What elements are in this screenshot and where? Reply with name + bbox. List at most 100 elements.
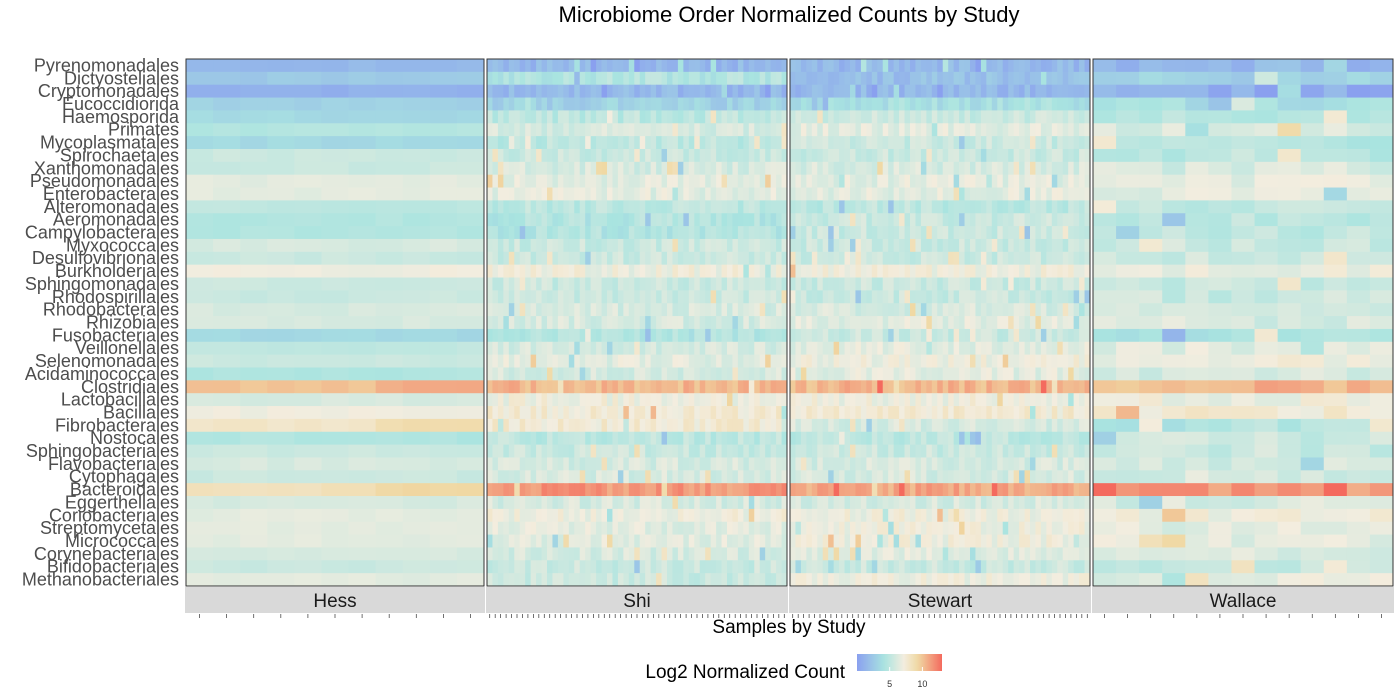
heatmap-cell [601, 508, 608, 523]
heatmap-cell [688, 264, 695, 278]
heatmap-cell [617, 393, 624, 407]
heatmap-cell [596, 213, 602, 227]
heatmap-cell [986, 380, 993, 394]
heatmap-cell [953, 470, 960, 484]
heatmap-cell [754, 251, 761, 266]
heatmap-cell [893, 393, 900, 407]
heatmap-cell [937, 97, 944, 111]
heatmap-cell [645, 483, 652, 497]
heatmap-cell [904, 496, 911, 510]
heatmap-cell [375, 341, 404, 356]
heatmap-cell [754, 187, 761, 201]
heatmap-cell [860, 200, 867, 214]
heatmap-cell [931, 521, 938, 535]
heatmap-cell [765, 393, 772, 407]
heatmap-cell [1057, 136, 1064, 150]
heatmap-cell [839, 457, 845, 471]
heatmap-cell [710, 380, 717, 394]
heatmap-cell [1057, 264, 1064, 278]
heatmap-cell [759, 59, 766, 73]
heatmap-cell [568, 418, 575, 433]
heatmap-cell [888, 560, 895, 574]
heatmap-cell [617, 496, 624, 510]
heatmap-cell [530, 264, 537, 278]
heatmap-cell [1051, 328, 1058, 343]
heatmap-cell [991, 380, 998, 394]
heatmap-cell [893, 328, 900, 343]
heatmap-cell [541, 573, 548, 587]
heatmap-cell [716, 547, 722, 561]
heatmap-cell [915, 148, 922, 163]
heatmap-cell [800, 573, 807, 587]
heatmap-cell [547, 84, 553, 98]
heatmap-cell [871, 547, 878, 561]
heatmap-cell [1051, 496, 1058, 510]
heatmap-cell [590, 264, 597, 278]
heatmap-cell [732, 470, 739, 484]
heatmap-cell [1046, 238, 1053, 253]
heatmap-cell [737, 483, 744, 497]
heatmap-cell [970, 251, 976, 266]
heatmap-cell [585, 457, 592, 471]
heatmap-cell [321, 110, 349, 124]
heatmap-cell [650, 367, 657, 381]
heatmap-cell [1073, 148, 1080, 163]
heatmap-cell [888, 264, 895, 278]
heatmap-cell [525, 354, 532, 368]
heatmap-cell [596, 534, 602, 548]
heatmap-cell [926, 367, 933, 381]
heatmap-cell [585, 483, 592, 497]
heatmap-cell [574, 560, 581, 574]
heatmap-cell [607, 547, 613, 561]
heatmap-cell [348, 431, 377, 446]
heatmap-cell [568, 59, 575, 73]
heatmap-cell [525, 238, 532, 253]
heatmap-cell [601, 136, 608, 150]
heatmap-cell [667, 573, 673, 587]
heatmap-cell [672, 573, 679, 587]
heatmap-cell [1068, 71, 1075, 86]
heatmap-cell [926, 123, 933, 137]
heatmap-cell [656, 354, 662, 368]
heatmap-cell [817, 406, 824, 420]
heatmap-cell [492, 573, 499, 587]
heatmap-cell [1024, 431, 1031, 446]
heatmap-cell [1046, 573, 1053, 587]
heatmap-cell [552, 238, 559, 253]
heatmap-cell [530, 97, 537, 111]
heatmap-cell [806, 316, 813, 330]
heatmap-cell [743, 470, 750, 484]
heatmap-cell [970, 521, 976, 535]
heatmap-cell [677, 354, 684, 368]
heatmap-cell [975, 213, 982, 227]
heatmap-cell [487, 136, 493, 150]
heatmap-cell [656, 406, 662, 420]
heatmap-cell [497, 71, 504, 86]
heatmap-cell [811, 406, 818, 420]
heatmap-cell [661, 483, 668, 497]
heatmap-cell [683, 560, 690, 574]
heatmap-cell [800, 84, 807, 98]
heatmap-cell [748, 560, 755, 574]
heatmap-cell [585, 97, 592, 111]
heatmap-cell [585, 59, 592, 73]
heatmap-cell [1084, 123, 1091, 137]
heatmap-cell [456, 71, 485, 86]
heatmap-cell [997, 316, 1004, 330]
heatmap-cell [822, 393, 829, 407]
heatmap-cell [888, 97, 895, 111]
heatmap-cell [844, 84, 851, 98]
heatmap-cell [975, 226, 982, 240]
heatmap-cell [688, 431, 695, 446]
heatmap-cell [1030, 200, 1036, 214]
heatmap-cell [1079, 290, 1085, 304]
heatmap-cell [737, 496, 744, 510]
heatmap-cell [497, 187, 504, 201]
heatmap-cell [688, 71, 695, 86]
heatmap-cell [1024, 393, 1031, 407]
heatmap-cell [710, 251, 717, 266]
heatmap-cell [770, 496, 777, 510]
heatmap-cell [1019, 316, 1025, 330]
heatmap-cell [492, 470, 499, 484]
heatmap-cell [948, 84, 955, 98]
